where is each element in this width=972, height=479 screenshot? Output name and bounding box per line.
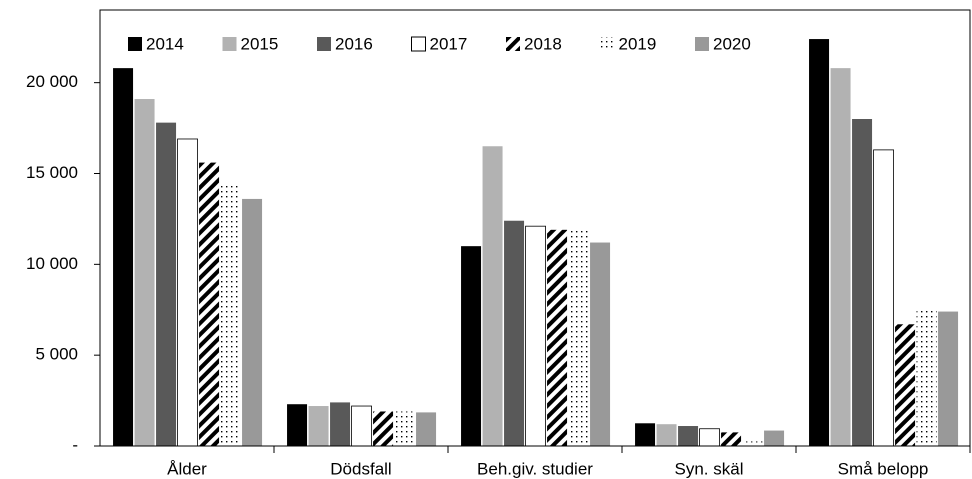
bar (242, 198, 263, 446)
x-tick-label: Syn. skäl (675, 459, 744, 478)
legend-swatch (411, 36, 426, 52)
legend-swatch (222, 37, 237, 51)
legend-label: 2020 (713, 34, 751, 53)
y-tick-label: 10 000 (26, 254, 78, 273)
bar (156, 122, 177, 446)
bar (656, 424, 677, 446)
legend-label: 2016 (335, 34, 373, 53)
y-tick-label: 5 000 (35, 345, 78, 364)
legend-label: 2014 (146, 34, 184, 53)
bar (764, 430, 785, 446)
bar (721, 432, 742, 446)
bar (938, 311, 959, 446)
y-tick-label: 15 000 (26, 163, 78, 182)
bar (590, 242, 611, 446)
bar (308, 406, 329, 446)
bar (113, 68, 134, 446)
legend-swatch (600, 37, 615, 51)
bar (568, 228, 589, 446)
bar (504, 220, 525, 446)
bar (873, 149, 894, 447)
bar (287, 404, 308, 446)
bar (525, 225, 546, 447)
bar (330, 402, 351, 446)
bar (678, 426, 699, 446)
bar (635, 423, 656, 446)
bar (134, 99, 155, 447)
bar (220, 184, 241, 446)
bar (852, 119, 873, 446)
legend-swatch (695, 37, 709, 51)
bar (699, 428, 720, 447)
bar (177, 138, 198, 447)
x-tick-label: Dödsfall (330, 459, 391, 478)
bar (351, 405, 372, 447)
legend-label: 2018 (524, 34, 562, 53)
legend-swatch (317, 37, 331, 51)
bar (809, 39, 830, 447)
bar (461, 246, 482, 446)
bar (895, 324, 916, 446)
bar (416, 412, 437, 446)
y-tick-label: 20 000 (26, 72, 78, 91)
x-tick-label: Beh.giv. studier (477, 459, 593, 478)
x-tick-label: Små belopp (838, 459, 929, 478)
bar (199, 162, 220, 446)
bar (547, 229, 568, 446)
legend-label: 2015 (241, 34, 279, 53)
legend-swatch (506, 37, 520, 51)
legend-label: 2019 (619, 34, 657, 53)
x-tick-label: Ålder (167, 459, 207, 478)
bar (830, 68, 851, 446)
y-tick-label: - (72, 435, 78, 454)
bar (482, 146, 503, 446)
legend-swatch (128, 37, 142, 51)
legend-label: 2017 (430, 34, 468, 53)
bar (916, 309, 937, 446)
bar (394, 411, 415, 446)
bar (373, 411, 394, 446)
bar (742, 441, 763, 446)
